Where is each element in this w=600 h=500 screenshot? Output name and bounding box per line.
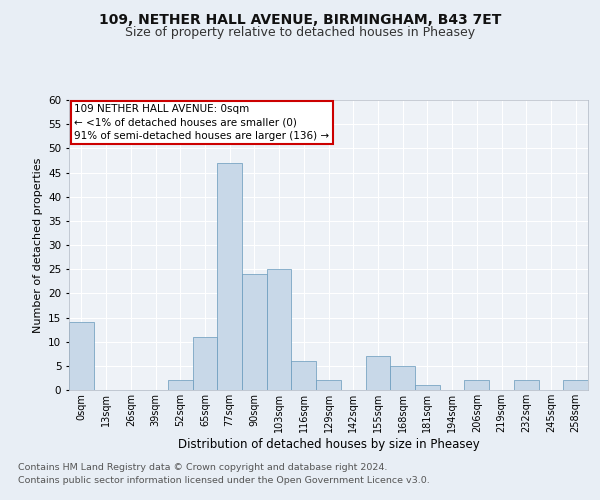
Bar (563, 380, 588, 390)
Bar (217, 163, 242, 390)
Bar (464, 380, 489, 390)
Bar (415, 385, 440, 390)
Text: Contains HM Land Registry data © Crown copyright and database right 2024.: Contains HM Land Registry data © Crown c… (18, 462, 388, 471)
Bar (292, 361, 316, 390)
Text: 109 NETHER HALL AVENUE: 0sqm
← <1% of detached houses are smaller (0)
91% of sem: 109 NETHER HALL AVENUE: 0sqm ← <1% of de… (74, 104, 329, 141)
Bar (193, 337, 217, 390)
Bar (242, 274, 267, 390)
Bar (316, 380, 341, 390)
Bar (514, 380, 539, 390)
Text: Contains public sector information licensed under the Open Government Licence v3: Contains public sector information licen… (18, 476, 430, 485)
Bar (168, 380, 193, 390)
Bar (390, 366, 415, 390)
Y-axis label: Number of detached properties: Number of detached properties (32, 158, 43, 332)
X-axis label: Distribution of detached houses by size in Pheasey: Distribution of detached houses by size … (178, 438, 479, 450)
Bar (267, 269, 292, 390)
Text: Size of property relative to detached houses in Pheasey: Size of property relative to detached ho… (125, 26, 475, 39)
Text: 109, NETHER HALL AVENUE, BIRMINGHAM, B43 7ET: 109, NETHER HALL AVENUE, BIRMINGHAM, B43… (99, 12, 501, 26)
Bar (365, 356, 390, 390)
Bar (69, 322, 94, 390)
